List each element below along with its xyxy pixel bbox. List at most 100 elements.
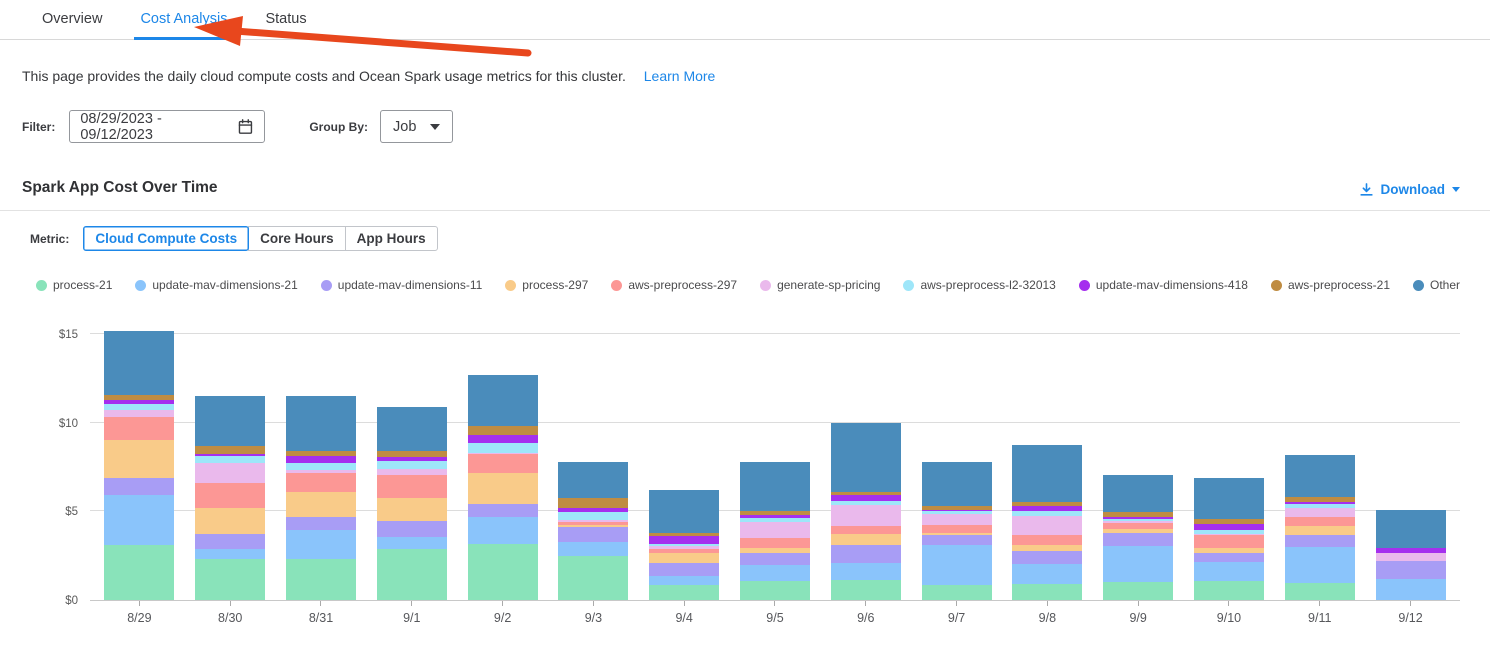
bar-segment-aws-preprocess-21[interactable] xyxy=(195,445,266,454)
bar-segment-generate-sp-pricing[interactable] xyxy=(467,452,538,455)
legend-item-process-297[interactable]: process-297 xyxy=(505,278,588,292)
bar-segment-update-mav-dimensions-21[interactable] xyxy=(921,544,992,585)
bar-segment-Other[interactable] xyxy=(467,374,538,427)
bar-segment-update-mav-dimensions-11[interactable] xyxy=(104,477,175,496)
bar-stack-9/11[interactable] xyxy=(1284,454,1355,600)
bar-segment-aws-preprocess-21[interactable] xyxy=(467,426,538,435)
bar-segment-generate-sp-pricing[interactable] xyxy=(1103,521,1174,523)
metric-core-hours-button[interactable]: Core Hours xyxy=(248,226,346,251)
bar-segment-Other[interactable] xyxy=(104,331,175,396)
bar-segment-update-mav-dimensions-418[interactable] xyxy=(921,509,992,512)
bar-segment-process-297[interactable] xyxy=(376,497,447,522)
bar-segment-process-21[interactable] xyxy=(1284,583,1355,600)
bar-segment-update-mav-dimensions-21[interactable] xyxy=(1375,578,1446,600)
bar-segment-process-297[interactable] xyxy=(921,533,992,536)
bar-segment-update-mav-dimensions-21[interactable] xyxy=(104,495,175,545)
bar-segment-update-mav-dimensions-21[interactable] xyxy=(376,537,447,550)
bar-stack-8/30[interactable] xyxy=(195,395,266,600)
bar-segment-update-mav-dimensions-21[interactable] xyxy=(830,562,901,581)
bar-segment-update-mav-dimensions-11[interactable] xyxy=(1012,551,1083,564)
bar-segment-aws-preprocess-297[interactable] xyxy=(1012,535,1083,545)
bar-segment-aws-preprocess-297[interactable] xyxy=(649,548,720,553)
bar-segment-Other[interactable] xyxy=(739,461,810,512)
bar-segment-aws-preprocess-297[interactable] xyxy=(376,474,447,498)
bar-segment-process-297[interactable] xyxy=(285,491,356,518)
bar-segment-generate-sp-pricing[interactable] xyxy=(376,468,447,475)
bar-segment-generate-sp-pricing[interactable] xyxy=(1012,515,1083,536)
bar-segment-process-297[interactable] xyxy=(1193,547,1264,553)
bar-stack-9/3[interactable] xyxy=(558,462,629,600)
bar-segment-update-mav-dimensions-418[interactable] xyxy=(104,400,175,404)
bar-segment-update-mav-dimensions-21[interactable] xyxy=(1103,545,1174,583)
bar-segment-update-mav-dimensions-418[interactable] xyxy=(467,434,538,443)
bar-segment-update-mav-dimensions-11[interactable] xyxy=(467,504,538,518)
bar-segment-aws-preprocess-l2-32013[interactable] xyxy=(1284,504,1355,508)
bar-segment-process-21[interactable] xyxy=(1012,584,1083,600)
bar-segment-Other[interactable] xyxy=(195,395,266,446)
bar-segment-generate-sp-pricing[interactable] xyxy=(1375,552,1446,561)
metric-app-hours-button[interactable]: App Hours xyxy=(344,226,438,251)
tab-overview[interactable]: Overview xyxy=(42,10,103,27)
bar-segment-aws-preprocess-21[interactable] xyxy=(104,395,175,401)
bar-segment-aws-preprocess-297[interactable] xyxy=(104,417,175,441)
bar-segment-update-mav-dimensions-11[interactable] xyxy=(376,521,447,537)
bar-segment-update-mav-dimensions-418[interactable] xyxy=(1375,547,1446,553)
bar-segment-process-21[interactable] xyxy=(376,549,447,600)
bar-segment-process-297[interactable] xyxy=(195,507,266,535)
bar-segment-aws-preprocess-l2-32013[interactable] xyxy=(467,442,538,453)
bar-segment-update-mav-dimensions-11[interactable] xyxy=(1375,560,1446,579)
bar-segment-process-21[interactable] xyxy=(558,555,629,600)
bar-segment-update-mav-dimensions-418[interactable] xyxy=(1284,501,1355,505)
bar-segment-update-mav-dimensions-418[interactable] xyxy=(830,495,901,501)
bar-segment-aws-preprocess-l2-32013[interactable] xyxy=(1103,519,1174,522)
bar-segment-update-mav-dimensions-11[interactable] xyxy=(1193,552,1264,562)
bar-segment-aws-preprocess-21[interactable] xyxy=(830,491,901,496)
bar-segment-aws-preprocess-l2-32013[interactable] xyxy=(921,511,992,514)
bar-segment-aws-preprocess-297[interactable] xyxy=(467,454,538,474)
bar-segment-process-297[interactable] xyxy=(558,524,629,528)
bar-segment-update-mav-dimensions-418[interactable] xyxy=(558,507,629,513)
bar-stack-9/8[interactable] xyxy=(1012,444,1083,600)
bar-segment-update-mav-dimensions-11[interactable] xyxy=(1103,533,1174,546)
bar-segment-Other[interactable] xyxy=(830,423,901,492)
bar-segment-generate-sp-pricing[interactable] xyxy=(285,470,356,474)
tab-status[interactable]: Status xyxy=(265,10,307,27)
bar-segment-generate-sp-pricing[interactable] xyxy=(921,513,992,525)
bar-segment-process-21[interactable] xyxy=(467,544,538,600)
legend-item-aws-preprocess-l2-32013[interactable]: aws-preprocess-l2-32013 xyxy=(903,278,1056,292)
bar-segment-update-mav-dimensions-11[interactable] xyxy=(830,544,901,563)
bar-segment-aws-preprocess-l2-32013[interactable] xyxy=(558,512,629,521)
bar-segment-aws-preprocess-21[interactable] xyxy=(1193,519,1264,524)
bar-segment-update-mav-dimensions-11[interactable] xyxy=(1284,535,1355,547)
learn-more-link[interactable]: Learn More xyxy=(643,68,716,84)
bar-segment-process-21[interactable] xyxy=(285,559,356,600)
legend-item-process-21[interactable]: process-21 xyxy=(36,278,112,292)
bar-segment-aws-preprocess-l2-32013[interactable] xyxy=(649,544,720,546)
bar-segment-process-21[interactable] xyxy=(921,584,992,600)
bar-segment-update-mav-dimensions-21[interactable] xyxy=(558,542,629,556)
bar-stack-9/12[interactable] xyxy=(1375,509,1446,600)
bar-segment-process-21[interactable] xyxy=(1103,582,1174,600)
bar-segment-Other[interactable] xyxy=(1284,454,1355,498)
bar-segment-aws-preprocess-21[interactable] xyxy=(558,497,629,508)
bar-segment-process-21[interactable] xyxy=(1193,581,1264,600)
bar-segment-process-21[interactable] xyxy=(739,581,810,600)
bar-segment-aws-preprocess-l2-32013[interactable] xyxy=(739,517,810,522)
metric-cloud-compute-costs-button[interactable]: Cloud Compute Costs xyxy=(83,226,250,251)
bar-segment-process-297[interactable] xyxy=(1012,545,1083,552)
bar-segment-aws-preprocess-l2-32013[interactable] xyxy=(1012,511,1083,516)
bar-stack-8/29[interactable] xyxy=(104,331,175,600)
bar-segment-aws-preprocess-21[interactable] xyxy=(921,505,992,510)
bar-stack-9/6[interactable] xyxy=(830,423,901,600)
bar-segment-process-297[interactable] xyxy=(467,473,538,505)
bar-segment-generate-sp-pricing[interactable] xyxy=(739,521,810,538)
bar-segment-aws-preprocess-297[interactable] xyxy=(739,537,810,548)
bar-stack-9/9[interactable] xyxy=(1103,474,1174,600)
bar-segment-aws-preprocess-l2-32013[interactable] xyxy=(1193,529,1264,535)
bar-segment-Other[interactable] xyxy=(1193,477,1264,520)
bar-segment-process-21[interactable] xyxy=(649,584,720,600)
bar-segment-process-297[interactable] xyxy=(739,547,810,553)
bar-segment-aws-preprocess-l2-32013[interactable] xyxy=(195,456,266,464)
bar-segment-process-297[interactable] xyxy=(830,534,901,545)
bar-segment-process-297[interactable] xyxy=(1103,529,1174,534)
